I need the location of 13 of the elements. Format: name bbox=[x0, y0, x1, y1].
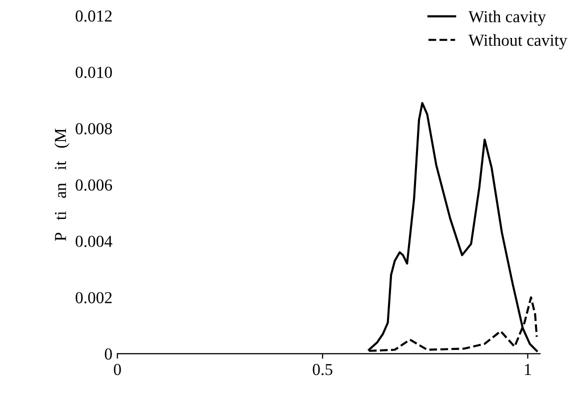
y-tick-label: 0.010 bbox=[76, 66, 112, 78]
x-tick-label: 0.5 bbox=[312, 364, 332, 376]
legend-label: With cavity bbox=[468, 10, 546, 26]
y-tick-label: 0.004 bbox=[76, 236, 112, 248]
y-axis-title: P ti an it (M bbox=[54, 128, 70, 241]
y-tick-label: 0 bbox=[104, 348, 112, 360]
x-tick-label: 0 bbox=[114, 364, 121, 376]
y-tick-label: 0.002 bbox=[76, 292, 112, 304]
y-tick-label: 0.008 bbox=[76, 123, 112, 134]
legend-label: Without cavity bbox=[468, 34, 568, 50]
y-tick-label: 0.012 bbox=[76, 10, 112, 22]
x-tick-label: 1 bbox=[525, 364, 531, 375]
y-tick-label: 0.006 bbox=[76, 179, 112, 191]
